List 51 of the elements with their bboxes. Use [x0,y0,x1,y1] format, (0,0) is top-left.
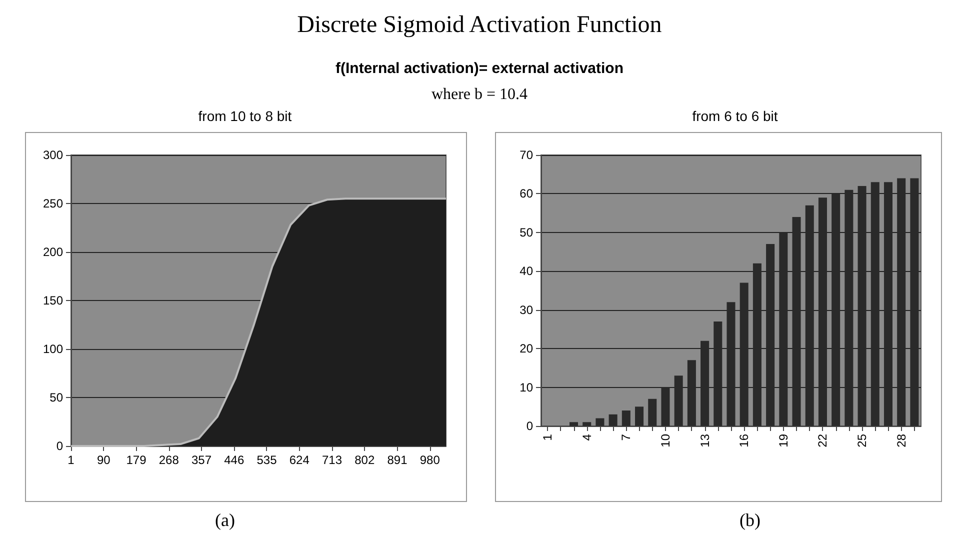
x-tick-label: 357 [191,453,212,467]
x-tick-label: 624 [289,453,310,467]
bar [635,406,644,426]
x-tick-label: 25 [855,434,870,448]
x-tick-label: 535 [256,453,278,467]
chart-title: from 6 to 6 bit [691,108,779,124]
y-tick-label: 200 [42,245,64,259]
y-tick-label: 250 [42,196,64,210]
x-tick-label: 10 [658,434,672,448]
x-tick-label: 179 [126,453,147,467]
y-tick-label: 30 [520,302,534,317]
y-tick-label: 0 [526,419,534,433]
x-tick-label: 13 [698,434,712,448]
text: Discrete Sigmoid Activation Function [296,12,663,39]
y-tick-label: 50 [50,390,64,404]
x-tick-label: 891 [387,453,408,467]
x-tick-label: 7 [619,434,634,441]
y-tick-label: 20 [520,342,534,356]
y-tick-label: 300 [42,148,64,162]
y-tick-label: 50 [520,225,534,240]
x-tick-label: 268 [158,453,180,467]
x-tick-label: 713 [322,453,342,467]
y-tick-label: 40 [520,264,534,278]
x-tick-label: 1 [540,434,555,441]
x-tick-label: 446 [224,453,244,467]
x-tick-label: 980 [420,453,440,467]
y-tick-label: 60 [520,186,534,201]
text: f(Internal activation)= external activation [334,60,624,77]
x-tick-label: 28 [894,434,908,448]
y-tick-label: 0 [56,439,64,453]
y-tick-label: 10 [520,380,534,394]
bar [622,410,630,426]
y-tick-label: 70 [520,148,534,162]
bar [570,422,578,426]
x-tick-label: 1 [68,453,75,467]
x-tick-label: 4 [580,434,594,441]
bar [648,398,657,426]
x-tick-label: 22 [816,434,830,448]
chart-title: from 10 to 8 bit [197,108,293,124]
x-tick-label: 19 [776,434,790,448]
x-tick-label: 16 [737,434,752,448]
text: (b) [738,510,762,531]
x-tick-label: 90 [96,453,111,467]
text: (a) [214,510,236,531]
x-tick-label: 802 [354,453,375,467]
bar [608,414,618,426]
bar [596,418,604,426]
y-tick-label: 100 [42,342,64,356]
y-tick-label: 150 [42,294,64,308]
bar [582,422,592,426]
text: where b = 10.4 [430,86,529,104]
